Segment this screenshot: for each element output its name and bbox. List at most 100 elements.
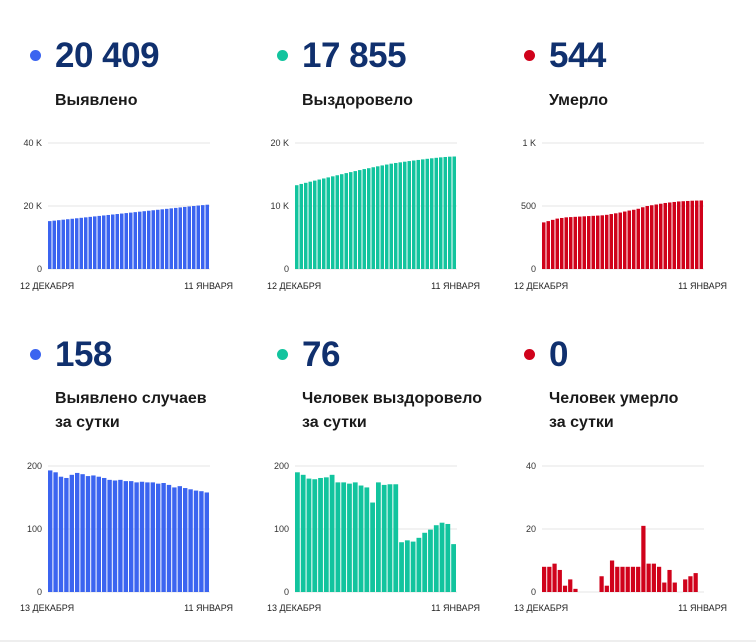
bar — [145, 482, 150, 592]
bar — [183, 206, 187, 269]
bar — [70, 218, 74, 269]
stat-label: Умерло — [549, 92, 608, 109]
bar — [699, 200, 703, 269]
bar — [79, 217, 83, 269]
bar — [546, 221, 550, 269]
y-tick-label: 0 — [284, 264, 289, 274]
bar — [646, 563, 651, 592]
y-tick-label: 20 K — [23, 201, 42, 211]
chart-detected: 0 20 K 40 K 12 ДЕКАБРЯ 11 ЯНВАРЯ — [20, 138, 233, 291]
series-dot — [30, 349, 41, 360]
bar — [596, 215, 600, 269]
bar — [196, 205, 200, 269]
x-end-label: 11 ЯНВАРЯ — [184, 603, 233, 613]
y-tick-label: 200 — [274, 461, 289, 471]
bar — [192, 206, 196, 269]
bar — [138, 211, 142, 269]
bar — [552, 563, 557, 592]
x-start-label: 13 ДЕКАБРЯ — [267, 603, 321, 613]
y-tick-label: 0 — [284, 587, 289, 597]
bar — [85, 476, 91, 592]
bar — [129, 212, 133, 269]
bar — [604, 585, 609, 592]
bar — [151, 210, 155, 269]
bar — [542, 566, 547, 592]
bar — [344, 173, 348, 269]
bar — [134, 482, 139, 592]
bar — [58, 476, 64, 592]
bar — [389, 163, 393, 269]
bar — [313, 180, 317, 269]
bar — [656, 566, 662, 592]
bar — [632, 209, 636, 269]
bar — [636, 208, 640, 269]
bar — [312, 479, 318, 592]
bar — [428, 529, 433, 592]
bar — [422, 532, 428, 592]
bar — [84, 217, 88, 269]
bar — [341, 482, 347, 592]
bar — [568, 579, 573, 592]
bar — [659, 203, 663, 269]
bar — [199, 491, 204, 592]
bar — [188, 489, 193, 592]
bar — [693, 573, 698, 592]
bar — [403, 161, 407, 269]
bar — [96, 476, 101, 592]
series-dot — [524, 50, 535, 61]
bar — [160, 209, 164, 269]
bar — [299, 183, 303, 269]
bar — [651, 563, 656, 592]
stat-label: Человек умерло — [549, 390, 679, 407]
bar — [308, 181, 312, 269]
bar — [69, 474, 74, 592]
bar — [412, 160, 416, 269]
bar — [120, 213, 124, 269]
bar — [445, 523, 451, 592]
y-tick-label: 100 — [274, 524, 289, 534]
total-value: 17 855 — [302, 36, 407, 75]
bar — [295, 185, 299, 269]
chart-daily-detected: 0 100 200 13 ДЕКАБРЯ 11 ЯНВАРЯ — [20, 461, 233, 613]
bar — [300, 474, 306, 592]
bar — [636, 566, 641, 592]
bar — [147, 210, 151, 269]
y-tick-label: 1 K — [522, 138, 536, 148]
bar — [582, 216, 586, 269]
bar — [393, 484, 399, 592]
bar — [367, 168, 371, 269]
bar — [683, 579, 688, 592]
bar — [434, 157, 438, 269]
bar — [625, 566, 630, 592]
chart-recovered: 0 10 K 20 K 12 ДЕКАБРЯ 11 ЯНВАРЯ — [267, 138, 480, 291]
bar — [178, 207, 182, 269]
bar — [172, 487, 177, 592]
bar — [57, 220, 61, 269]
x-end-label: 11 ЯНВАРЯ — [678, 281, 727, 291]
panel-daily-recovered: 76 Человек выздоровело за сутки 0 100 200 1… — [247, 318, 492, 628]
bar — [88, 216, 92, 269]
bar — [115, 214, 119, 269]
bar — [623, 211, 627, 269]
bar — [80, 474, 85, 592]
bar — [177, 486, 182, 592]
y-tick-label: 0 — [531, 264, 536, 274]
y-tick-label: 0 — [37, 587, 42, 597]
bar — [156, 483, 161, 592]
y-tick-label: 200 — [27, 461, 42, 471]
bar — [399, 542, 404, 592]
panel-daily-died: 0 Человек умерло за сутки 0 20 40 13 ДЕКАБР… — [494, 318, 739, 628]
bar — [433, 525, 439, 592]
bar — [690, 200, 694, 269]
stat-label-line2: за сутки — [302, 414, 367, 431]
bar — [156, 209, 160, 269]
bar — [362, 169, 366, 269]
bar — [124, 213, 128, 269]
bar — [430, 158, 434, 269]
bar — [609, 214, 613, 269]
bar — [645, 206, 649, 269]
daily-value: 0 — [549, 335, 568, 374]
bar — [600, 215, 604, 269]
bar — [118, 479, 123, 592]
bar — [573, 216, 577, 269]
